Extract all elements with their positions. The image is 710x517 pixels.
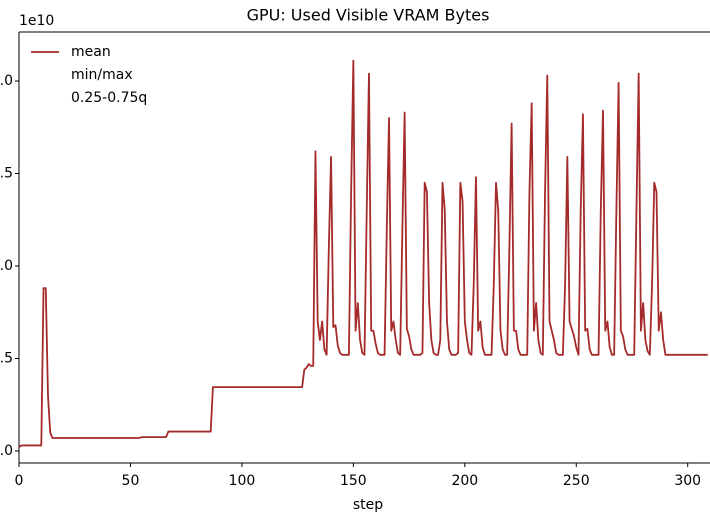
x-tick-label: 250: [563, 473, 590, 489]
x-tick-label: 300: [674, 473, 701, 489]
y-tick-label: 1.0: [0, 258, 13, 274]
x-tick-label: 150: [340, 473, 367, 489]
legend-label: 0.25-0.75q: [71, 90, 147, 106]
y-offset-label: 1e10: [19, 13, 54, 29]
y-tick-label: 2.0: [0, 73, 13, 89]
chart-title: GPU: Used Visible VRAM Bytes: [247, 6, 490, 25]
x-tick-label: 50: [122, 473, 140, 489]
y-tick-label: 0.5: [0, 350, 13, 366]
y-tick-label: 0.0: [0, 443, 13, 459]
line-series: [18, 59, 708, 448]
legend-label: min/max: [71, 67, 133, 83]
x-tick-label: 100: [229, 473, 256, 489]
x-tick-label: 200: [451, 473, 478, 489]
x-tick-label: 0: [15, 473, 24, 489]
y-tick-label: 1.5: [0, 166, 13, 182]
x-axis-label: step: [353, 497, 383, 513]
legend-label: mean: [71, 44, 111, 60]
